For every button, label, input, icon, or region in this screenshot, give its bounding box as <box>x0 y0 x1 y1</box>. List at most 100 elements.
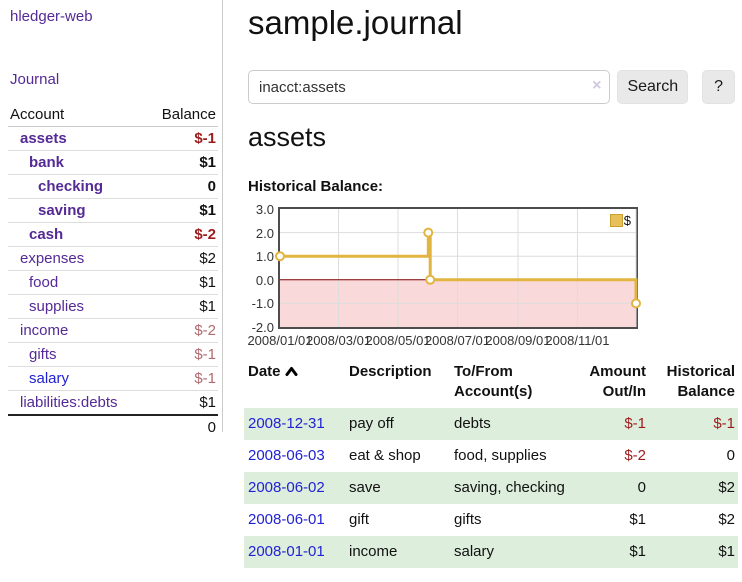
register-date-link[interactable]: 2008-06-03 <box>248 447 325 464</box>
account-link[interactable]: cash <box>29 226 64 243</box>
account-row: income $-2 <box>8 318 218 343</box>
account-balance: $-2 <box>145 318 218 343</box>
search-input-wrap: × <box>248 70 611 104</box>
legend-swatch-icon <box>609 214 623 227</box>
x-axis-tick-label: 2008/03/01 <box>305 333 372 348</box>
chart-plot-area: $ <box>275 207 641 329</box>
y-axis-tick-label: 2.0 <box>255 225 274 241</box>
y-axis-tick-label: 1.0 <box>255 249 274 265</box>
account-row: gifts $-1 <box>8 342 218 367</box>
account-balance: 0 <box>145 174 218 199</box>
register-header-historical: Historical Balance <box>666 363 735 400</box>
register-accounts: debts <box>450 408 570 440</box>
account-balance: $-2 <box>145 222 218 247</box>
data-point-marker[interactable] <box>275 251 285 262</box>
help-button[interactable]: ? <box>702 70 735 104</box>
accounts-header-balance: Balance <box>145 103 218 127</box>
data-point-marker[interactable] <box>423 227 434 238</box>
clear-search-icon[interactable]: × <box>592 77 602 94</box>
account-link[interactable]: liabilities:debts <box>20 394 118 411</box>
account-link[interactable]: salary <box>29 370 70 387</box>
y-axis-tick-label: 0.0 <box>255 272 274 288</box>
register-row[interactable]: 2008-06-03 eat & shop food, supplies $-2 0 <box>244 440 738 472</box>
register-header-amount: Amount Out/In <box>589 363 646 400</box>
register-description: save <box>345 472 450 504</box>
register-header-tofrom: To/From Account(s) <box>454 363 533 400</box>
account-link[interactable]: income <box>20 322 69 339</box>
search-form: × Search ? <box>248 70 735 104</box>
account-link[interactable]: saving <box>38 202 86 219</box>
account-row: saving $1 <box>8 198 218 223</box>
x-axis-tick-label: 2008/05/01 <box>365 333 431 348</box>
register-date-link[interactable]: 2008-06-01 <box>244 504 345 536</box>
register-date-link[interactable]: 2008-06-02 <box>248 479 325 496</box>
account-row: supplies $1 <box>8 294 218 319</box>
account-row: salary $-1 <box>8 366 218 391</box>
sidebar-item-journal[interactable]: Journal <box>10 71 60 88</box>
historical-balance-chart: 3.0 2.0 1.0 0.0 -1.0 -2.0 $ 2008/01/01 2008/03… <box>247 202 678 348</box>
x-axis-tick-label: 2008/11/01 <box>545 333 610 348</box>
register-row[interactable]: 2008-01-01 income salary $1 $1 <box>244 536 738 568</box>
account-row: bank $1 <box>8 150 218 175</box>
register-accounts: saving, checking <box>450 472 570 504</box>
data-point-marker[interactable] <box>425 274 436 285</box>
account-balance: $-1 <box>145 366 218 391</box>
register-accounts: salary <box>450 536 570 568</box>
account-link[interactable]: assets <box>20 130 67 147</box>
y-axis-tick-label: -1.0 <box>251 296 274 312</box>
x-axis-tick-label: 2008/07/01 <box>424 333 491 348</box>
app-title-link[interactable]: hledger-web <box>10 8 93 25</box>
account-link[interactable]: expenses <box>20 250 85 267</box>
register-row[interactable]: 2008-06-02 save saving, checking 0 $2 <box>244 472 738 504</box>
x-axis-tick-label: 2008/01/01 <box>247 333 313 348</box>
register-balance: $2 <box>718 511 735 528</box>
register-amount: $1 <box>629 511 646 528</box>
account-link[interactable]: checking <box>38 178 104 195</box>
register-row[interactable]: 2008-06-01 gift gifts $1 $2 <box>244 504 738 536</box>
chart-title: Historical Balance: <box>248 178 384 195</box>
search-button[interactable]: Search <box>617 70 689 104</box>
register-date-link[interactable]: 2008-06-02 <box>244 472 345 504</box>
register-balance: $-1 <box>649 408 738 440</box>
account-balance: $2 <box>145 246 218 271</box>
register-description: eat & shop <box>349 447 421 464</box>
account-link[interactable]: supplies <box>29 298 85 315</box>
sort-asc-icon <box>285 367 298 376</box>
register-balance: $1 <box>649 536 738 568</box>
register-date-link[interactable]: 2008-06-01 <box>248 511 325 528</box>
account-link[interactable]: food <box>29 274 59 291</box>
chart-legend: $ <box>609 213 631 228</box>
account-row: expenses $2 <box>8 246 218 271</box>
y-axis-tick-label: -2.0 <box>251 320 274 335</box>
register-accounts: food, supplies <box>454 447 547 464</box>
accounts-total-value: 0 <box>145 414 218 439</box>
accounts-header-account: Account <box>8 103 146 127</box>
register-header-description: Description <box>349 363 432 380</box>
register-balance: $2 <box>649 472 738 504</box>
register-row[interactable]: 2008-12-31 pay off debts $-1 $-1 <box>244 408 738 440</box>
search-input[interactable] <box>248 70 611 104</box>
page-title: sample.journal <box>248 4 463 41</box>
register-date-link[interactable]: 2008-12-31 <box>248 415 325 432</box>
x-axis-tick-label: 2008/09/01 <box>485 333 551 348</box>
account-balance: $1 <box>145 150 218 175</box>
register-date-link[interactable]: 2008-01-01 <box>244 536 345 568</box>
register-date-link[interactable]: 2008-06-03 <box>244 440 345 472</box>
register-description: gift <box>349 511 370 528</box>
register-amount: $-1 <box>570 408 649 440</box>
register-amount: 0 <box>570 472 649 504</box>
account-link[interactable]: bank <box>29 154 65 171</box>
data-point-marker[interactable] <box>631 298 641 309</box>
legend-label: $ <box>623 213 631 228</box>
register-date-link[interactable]: 2008-12-31 <box>244 408 345 440</box>
account-balance: $-1 <box>145 342 218 367</box>
register-date-link[interactable]: 2008-01-01 <box>248 543 325 560</box>
account-balance: $1 <box>145 390 218 415</box>
register-header-date[interactable]: Date <box>244 358 345 408</box>
account-link[interactable]: gifts <box>29 346 57 363</box>
register-amount: $-2 <box>624 447 646 464</box>
account-row: cash $-2 <box>8 222 218 247</box>
register-table: Date Description To/From Account(s) Amoun… <box>244 358 738 568</box>
register-balance: 0 <box>726 447 735 464</box>
